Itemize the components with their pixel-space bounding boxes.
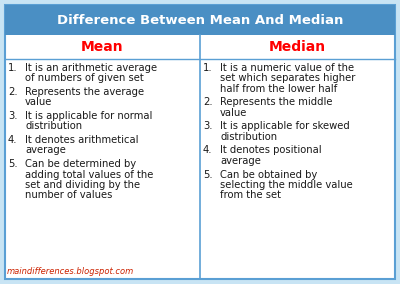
Text: Can be obtained by: Can be obtained by: [220, 170, 317, 179]
Text: 1.: 1.: [8, 63, 18, 73]
Text: Mean: Mean: [81, 40, 124, 54]
Text: Represents the middle: Represents the middle: [220, 97, 332, 108]
Text: of numbers of given set: of numbers of given set: [25, 74, 144, 83]
Text: value: value: [220, 108, 247, 118]
Text: It denotes arithmetical: It denotes arithmetical: [25, 135, 138, 145]
Text: average: average: [25, 145, 66, 156]
Text: 5.: 5.: [203, 170, 213, 179]
Text: 5.: 5.: [8, 159, 18, 169]
Text: maindifferences.blogspot.com: maindifferences.blogspot.com: [7, 267, 134, 276]
Text: number of values: number of values: [25, 191, 112, 201]
Text: selecting the middle value: selecting the middle value: [220, 180, 353, 190]
FancyBboxPatch shape: [5, 5, 395, 35]
Text: half from the lower half: half from the lower half: [220, 84, 337, 94]
Text: 1.: 1.: [203, 63, 213, 73]
Text: It is applicable for skewed: It is applicable for skewed: [220, 122, 350, 131]
Text: Median: Median: [269, 40, 326, 54]
Text: 2.: 2.: [203, 97, 213, 108]
Text: value: value: [25, 97, 52, 108]
Text: distribution: distribution: [220, 132, 277, 142]
Text: distribution: distribution: [25, 122, 82, 131]
Text: It is an arithmetic average: It is an arithmetic average: [25, 63, 157, 73]
Text: 3.: 3.: [203, 122, 212, 131]
Text: 3.: 3.: [8, 111, 18, 121]
Text: 2.: 2.: [8, 87, 18, 97]
Text: Can be determined by: Can be determined by: [25, 159, 136, 169]
FancyBboxPatch shape: [5, 5, 395, 279]
Text: average: average: [220, 156, 261, 166]
Text: It is a numeric value of the: It is a numeric value of the: [220, 63, 354, 73]
Text: 4.: 4.: [203, 145, 212, 156]
Text: It denotes positional: It denotes positional: [220, 145, 322, 156]
Text: Represents the average: Represents the average: [25, 87, 144, 97]
Text: adding total values of the: adding total values of the: [25, 170, 153, 179]
Text: from the set: from the set: [220, 191, 281, 201]
Text: set and dividing by the: set and dividing by the: [25, 180, 140, 190]
Text: 4.: 4.: [8, 135, 18, 145]
Text: It is applicable for normal: It is applicable for normal: [25, 111, 152, 121]
Text: Difference Between Mean And Median: Difference Between Mean And Median: [57, 14, 343, 26]
Text: set which separates higher: set which separates higher: [220, 74, 355, 83]
